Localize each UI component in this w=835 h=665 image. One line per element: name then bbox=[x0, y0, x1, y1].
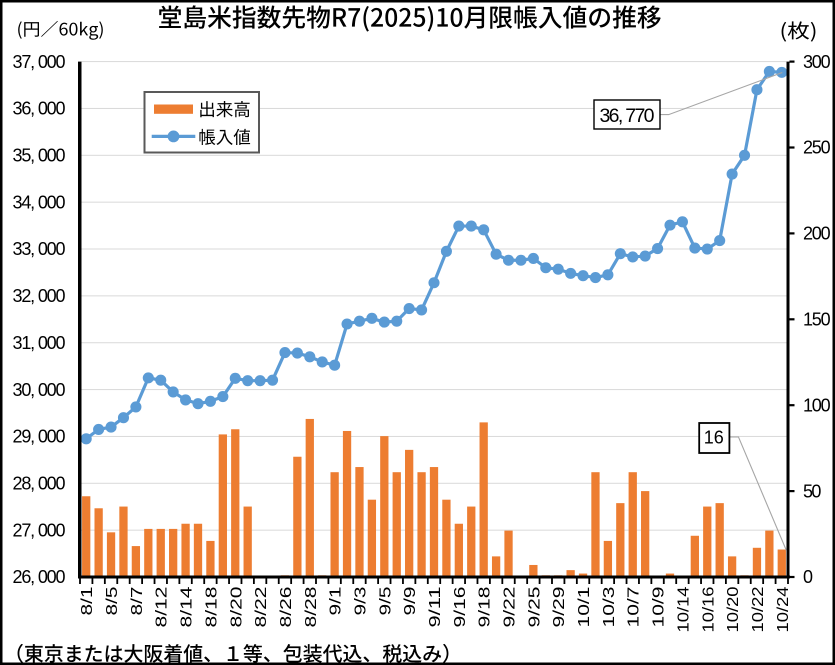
svg-text:0: 0 bbox=[803, 567, 813, 587]
svg-text:200: 200 bbox=[803, 224, 831, 244]
svg-text:8/20: 8/20 bbox=[228, 586, 245, 627]
svg-text:35, 000: 35, 000 bbox=[13, 146, 66, 166]
svg-text:9/1: 9/1 bbox=[328, 586, 345, 615]
svg-text:9/22: 9/22 bbox=[502, 586, 519, 627]
svg-text:10/20: 10/20 bbox=[725, 586, 742, 632]
svg-text:8/22: 8/22 bbox=[253, 586, 270, 627]
svg-text:10/22: 10/22 bbox=[750, 586, 767, 632]
svg-text:33, 000: 33, 000 bbox=[13, 239, 66, 259]
svg-text:9/25: 9/25 bbox=[526, 586, 543, 627]
svg-text:8/12: 8/12 bbox=[154, 586, 171, 627]
svg-text:16: 16 bbox=[704, 428, 724, 448]
svg-text:10/7: 10/7 bbox=[626, 586, 643, 627]
svg-text:31, 000: 31, 000 bbox=[13, 333, 66, 353]
svg-text:10/16: 10/16 bbox=[700, 586, 717, 632]
svg-text:30, 000: 30, 000 bbox=[13, 380, 66, 400]
svg-text:9/3: 9/3 bbox=[352, 586, 369, 615]
svg-text:8/1: 8/1 bbox=[79, 586, 96, 615]
svg-text:300: 300 bbox=[803, 52, 831, 72]
svg-text:8/14: 8/14 bbox=[179, 586, 196, 627]
svg-text:10/14: 10/14 bbox=[675, 586, 692, 632]
svg-text:10/1: 10/1 bbox=[576, 586, 593, 627]
svg-text:9/11: 9/11 bbox=[427, 586, 444, 627]
svg-text:8/28: 8/28 bbox=[303, 586, 320, 627]
svg-text:9/16: 9/16 bbox=[452, 586, 469, 627]
svg-text:37, 000: 37, 000 bbox=[13, 52, 66, 72]
svg-text:9/5: 9/5 bbox=[377, 586, 394, 615]
svg-text:28, 000: 28, 000 bbox=[13, 473, 66, 493]
svg-text:10/3: 10/3 bbox=[601, 586, 618, 627]
svg-text:250: 250 bbox=[803, 138, 831, 158]
svg-text:9/29: 9/29 bbox=[551, 586, 568, 627]
svg-text:50: 50 bbox=[803, 481, 821, 501]
svg-text:8/26: 8/26 bbox=[278, 586, 295, 627]
svg-text:34, 000: 34, 000 bbox=[13, 192, 66, 212]
svg-text:27, 000: 27, 000 bbox=[13, 520, 66, 540]
svg-text:36, 000: 36, 000 bbox=[13, 99, 66, 119]
svg-text:29, 000: 29, 000 bbox=[13, 427, 66, 447]
svg-text:10/24: 10/24 bbox=[775, 586, 792, 632]
svg-text:8/7: 8/7 bbox=[129, 586, 146, 615]
svg-text:36, 770: 36, 770 bbox=[600, 105, 655, 127]
svg-text:32, 000: 32, 000 bbox=[13, 286, 66, 306]
svg-text:8/18: 8/18 bbox=[203, 586, 220, 627]
svg-text:100: 100 bbox=[803, 395, 831, 415]
svg-text:150: 150 bbox=[803, 310, 831, 330]
svg-text:10/9: 10/9 bbox=[651, 586, 668, 627]
svg-text:9/9: 9/9 bbox=[402, 586, 419, 615]
svg-text:26, 000: 26, 000 bbox=[13, 567, 66, 587]
svg-text:8/5: 8/5 bbox=[104, 586, 121, 615]
svg-text:9/18: 9/18 bbox=[477, 586, 494, 627]
